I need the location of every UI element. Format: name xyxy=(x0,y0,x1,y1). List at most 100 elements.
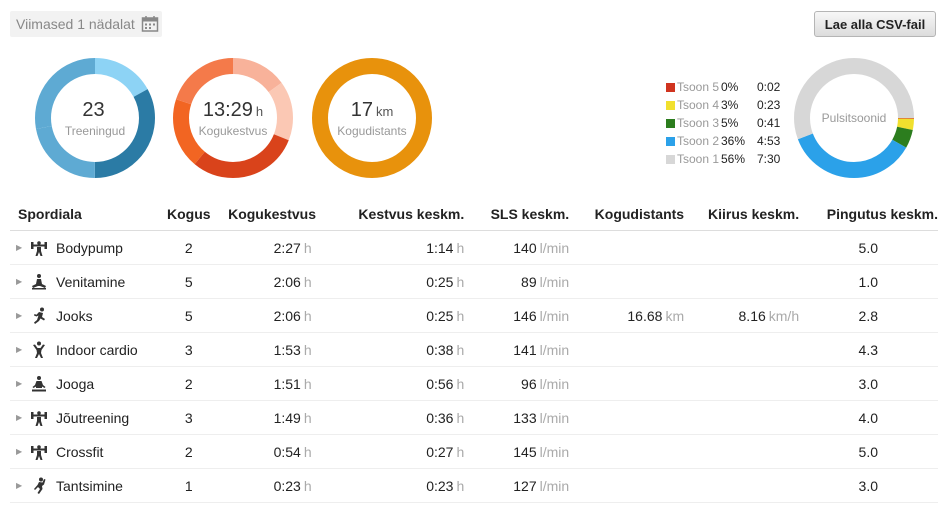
workouts-label: Treeningud xyxy=(64,123,126,138)
table-row[interactable]: ▶ Jõutreening 3 1:49 h 0:36 h 133 l/min 4.0 xyxy=(10,400,938,435)
table-row[interactable]: ▶ Crossfit 2 0:54 h 0:27 h 145 l/min 5.0 xyxy=(10,434,938,469)
workouts-ring xyxy=(35,58,155,178)
duration-value: 13:29 xyxy=(202,98,253,121)
avg-effort-cell: 5.0 xyxy=(799,434,938,469)
download-csv-button[interactable]: Lae alla CSV-fail xyxy=(814,11,936,37)
running-icon xyxy=(30,307,56,325)
workouts-donut: 23 Treeningud xyxy=(34,57,156,179)
ring-segment xyxy=(35,58,155,178)
total-distance-cell xyxy=(569,264,685,299)
avg-speed-cell xyxy=(684,332,800,367)
ring-segment xyxy=(794,58,914,178)
total-duration-cell: 2:06 h xyxy=(218,264,326,299)
avg-heart-rate-value: 96 xyxy=(521,375,537,392)
unit-lmin: l/min xyxy=(539,341,570,358)
avg-heart-rate-cell: 146 l/min xyxy=(464,298,570,333)
avg-duration-value: 0:23 xyxy=(426,477,454,494)
sport-name: Bodypump xyxy=(56,239,123,256)
sport-name: Tantsimine xyxy=(56,477,123,494)
avg-heart-rate-cell: 127 l/min xyxy=(464,468,570,503)
unit-h: h xyxy=(456,409,465,426)
expand-triangle-icon[interactable]: ▶ xyxy=(16,277,23,286)
table-row[interactable]: ▶ Venitamine 5 2:06 h 0:25 h 89 l/min 1.0 xyxy=(10,264,938,299)
heart-rate-zones-ring xyxy=(794,58,914,178)
unit-h: h xyxy=(456,273,465,290)
stretching-icon xyxy=(30,273,56,291)
expand-triangle-icon[interactable]: ▶ xyxy=(16,447,23,456)
total-distance-cell xyxy=(569,366,685,401)
zone-percent: 5% xyxy=(721,116,739,130)
expand-triangle-icon[interactable]: ▶ xyxy=(16,345,23,354)
unit-lmin: l/min xyxy=(539,239,570,256)
expand-triangle-icon[interactable]: ▶ xyxy=(16,481,23,490)
zone-row: Tsoon 3 5% 0:41 xyxy=(666,114,787,132)
zone-time: 0:41 xyxy=(757,116,781,130)
zone-time: 4:53 xyxy=(757,134,781,148)
table-row[interactable]: ▶ Bodypump 2 2:27 h 1:14 h 140 l/min 5.0 xyxy=(10,230,938,265)
avg-duration-cell: 0:23 h xyxy=(325,468,465,503)
distance-value: 17 xyxy=(350,98,373,121)
unit-h: h xyxy=(456,307,465,324)
total-duration-cell: 0:23 h xyxy=(218,468,326,503)
unit-h: h xyxy=(303,443,312,460)
avg-heart-rate-value: 141 xyxy=(513,341,537,358)
unit-h: h xyxy=(456,239,465,256)
avg-duration-cell: 0:25 h xyxy=(325,298,465,333)
total-duration-cell: 1:51 h xyxy=(218,366,326,401)
sport-name: Venitamine xyxy=(56,273,126,290)
avg-heart-rate-cell: 133 l/min xyxy=(464,400,570,435)
unit-h: h xyxy=(303,341,312,358)
table-row[interactable]: ▶ Tantsimine 1 0:23 h 0:23 h 127 l/min 3.0 xyxy=(10,468,938,503)
avg-duration-cell: 0:56 h xyxy=(325,366,465,401)
col-avg-duration[interactable]: Kestvus keskm. xyxy=(325,198,465,231)
total-duration-value: 2:27 xyxy=(273,239,301,256)
avg-duration-cell: 0:38 h xyxy=(325,332,465,367)
col-total-distance[interactable]: Kogudistants xyxy=(569,198,685,231)
total-distance-cell xyxy=(569,468,685,503)
avg-effort-value: 3.0 xyxy=(858,477,878,494)
ring-segment xyxy=(173,58,293,178)
table-header-row: Spordiala Kogus Kogukestvus Kestvus kesk… xyxy=(10,198,938,231)
avg-speed-cell: 8.16 km/h xyxy=(684,298,800,333)
sport-cell: ▶ Jooga xyxy=(10,366,160,401)
ring-segment xyxy=(312,58,432,178)
total-duration-value: 0:23 xyxy=(273,477,301,494)
table-row[interactable]: ▶ Jooga 2 1:51 h 0:56 h 96 l/min 3.0 xyxy=(10,366,938,401)
unit-lmin: l/min xyxy=(539,273,570,290)
calendar-icon[interactable] xyxy=(141,15,159,33)
zone-row: Tsoon 4 3% 0:23 xyxy=(666,96,787,114)
count-cell: 2 xyxy=(159,366,219,401)
table-row[interactable]: ▶ Indoor cardio 3 1:53 h 0:38 h 141 l/min 4.3 xyxy=(10,332,938,367)
col-total-duration[interactable]: Kogukestvus xyxy=(218,198,326,231)
total-duration-cell: 1:49 h xyxy=(218,400,326,435)
avg-effort-cell: 4.3 xyxy=(799,332,938,367)
col-sport[interactable]: Spordiala xyxy=(10,198,160,231)
unit-h: h xyxy=(303,409,312,426)
unit-h: h xyxy=(456,477,465,494)
sport-cell: ▶ Venitamine xyxy=(10,264,160,299)
zone-row: Tsoon 2 36% 4:53 xyxy=(666,132,787,150)
col-avg-speed[interactable]: Kiirus keskm. xyxy=(684,198,800,231)
weightlifting-icon xyxy=(30,239,56,257)
total-distance-cell xyxy=(569,400,685,435)
period-selector[interactable]: Viimased 1 nädalat xyxy=(10,11,162,37)
avg-effort-value: 4.0 xyxy=(858,409,878,426)
table-row[interactable]: ▶ Jooks 5 2:06 h 0:25 h 146 l/min 16.68 km 8.16 km/h… xyxy=(10,298,938,333)
total-duration-value: 2:06 xyxy=(273,307,301,324)
duration-donut: 13:29 h Kogukestvus xyxy=(172,57,294,179)
expand-triangle-icon[interactable]: ▶ xyxy=(16,311,23,320)
expand-triangle-icon[interactable]: ▶ xyxy=(16,243,23,252)
col-avg-effort[interactable]: Pingutus keskm. xyxy=(799,198,938,231)
expand-triangle-icon[interactable]: ▶ xyxy=(16,413,23,422)
yoga-icon xyxy=(30,375,56,393)
avg-effort-value: 4.3 xyxy=(858,341,878,358)
col-count[interactable]: Kogus xyxy=(159,198,219,231)
zone-name: Tsoon 2 xyxy=(677,134,720,148)
expand-triangle-icon[interactable]: ▶ xyxy=(16,379,23,388)
avg-speed-cell xyxy=(684,230,800,265)
total-distance-cell xyxy=(569,230,685,265)
count-cell: 5 xyxy=(159,298,219,333)
col-avg-heart-rate[interactable]: SLS keskm. xyxy=(464,198,570,231)
unit-h: h xyxy=(303,477,312,494)
duration-ring xyxy=(173,58,293,178)
